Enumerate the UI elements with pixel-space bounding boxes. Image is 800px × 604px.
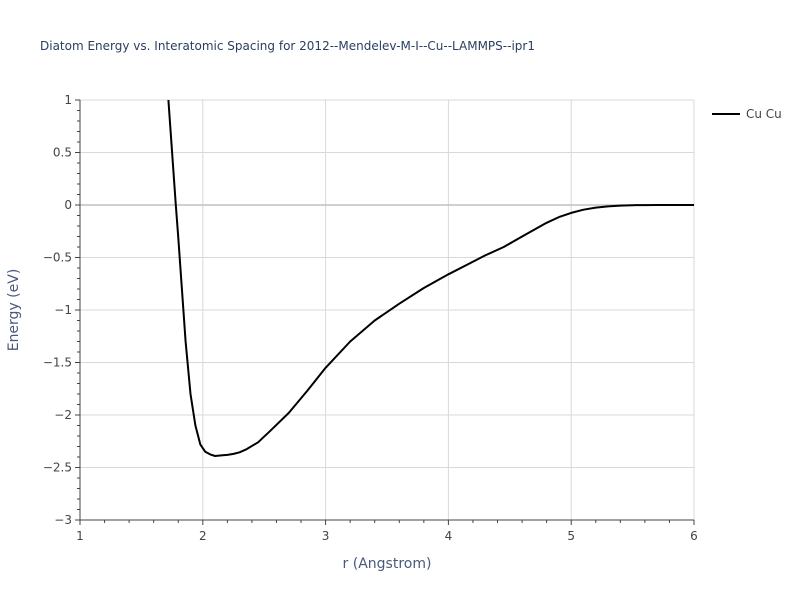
y-tick-label: −1.5 [43, 356, 72, 370]
x-tick-label: 3 [322, 529, 330, 543]
x-tick-label: 4 [445, 529, 453, 543]
plot-area [167, 99, 694, 457]
x-tick-label: 1 [76, 529, 84, 543]
y-tick-label: −0.5 [43, 251, 72, 265]
grid-lines [80, 99, 695, 520]
chart-title: Diatom Energy vs. Interatomic Spacing fo… [40, 39, 535, 53]
y-tick-label: −2.5 [43, 461, 72, 475]
y-axis-label: Energy (eV) [6, 269, 22, 352]
y-tick-label: −3 [54, 513, 72, 527]
y-tick-label: −1 [54, 303, 72, 317]
x-axis-label: r (Angstrom) [343, 556, 432, 572]
legend[interactable]: Cu Cu [712, 107, 782, 121]
x-tick-label: 2 [199, 529, 207, 543]
legend-label: Cu Cu [746, 107, 782, 121]
y-tick-label: 0.5 [53, 146, 72, 160]
x-tick-label: 6 [690, 529, 698, 543]
y-tick-label: 0 [64, 198, 72, 212]
axes: 1 2 3 4 5 6 −3 −2.5 −2 −1.5 −1 −0.5 0 0.5 1 [43, 93, 698, 543]
x-tick-label: 5 [567, 529, 575, 543]
y-tick-label: −2 [54, 408, 72, 422]
series-line-cu-cu [167, 99, 694, 457]
y-tick-label: 1 [64, 93, 72, 107]
